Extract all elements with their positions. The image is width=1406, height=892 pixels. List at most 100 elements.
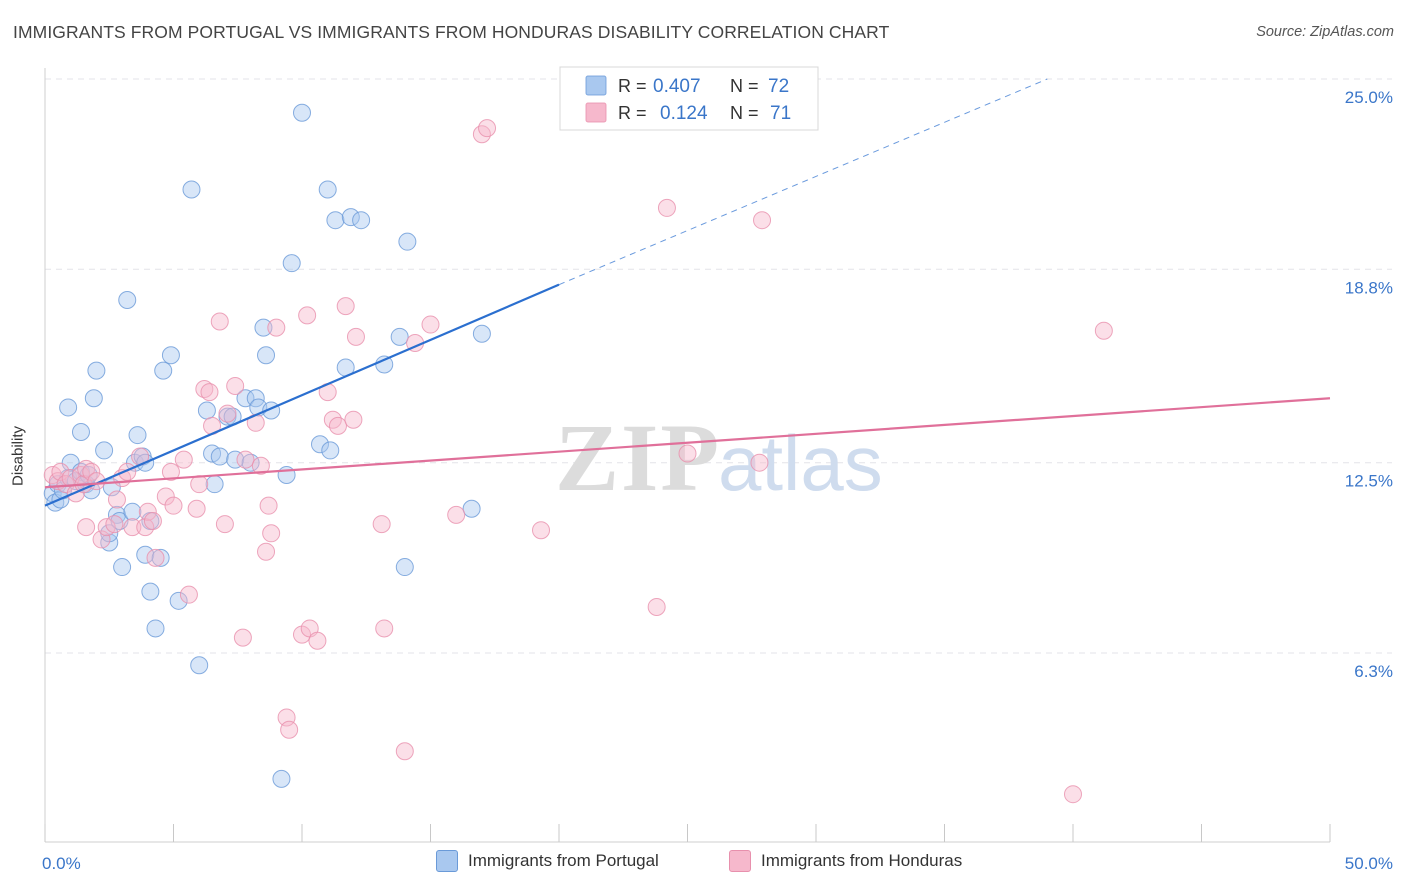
honduras-point-25 [161, 462, 180, 481]
honduras-point-34 [210, 312, 229, 331]
trend-line-honduras [44, 397, 1331, 489]
portugal-point-38 [190, 656, 209, 675]
honduras-point-23 [146, 548, 165, 567]
honduras-point-37 [226, 376, 245, 395]
portugal-point-6 [61, 453, 80, 472]
honduras-point-24 [156, 487, 175, 506]
portugal-point-63 [352, 211, 371, 230]
portugal-point-60 [326, 211, 345, 230]
portugal-point-36 [169, 591, 188, 610]
source-credit: Source: ZipAtlas.com [1256, 24, 1394, 40]
stats-r-label-honduras: R = [618, 103, 647, 123]
portugal-point-34 [154, 361, 173, 380]
portugal-point-29 [136, 545, 155, 564]
portugal-point-33 [151, 548, 170, 567]
y-tick-label-1: 12.5% [1345, 472, 1393, 491]
portugal-point-68 [462, 499, 481, 518]
honduras-point-35 [215, 515, 234, 534]
honduras-point-39 [236, 450, 255, 469]
honduras-point-59 [375, 619, 394, 638]
legend-label-portugal: Immigrants from Portugal [468, 851, 659, 870]
honduras-point-47 [280, 720, 299, 739]
honduras-point-28 [179, 585, 198, 604]
portugal-point-15 [87, 361, 106, 380]
portugal-point-64 [375, 355, 394, 374]
portugal-point-23 [118, 291, 137, 310]
stats-legend: R = 0.407 N = 72 R = 0.124 N = 71 [559, 66, 819, 131]
portugal-point-55 [282, 254, 301, 273]
portugal-point-32 [146, 619, 165, 638]
honduras-point-36 [218, 404, 237, 423]
honduras-point-32 [200, 383, 219, 402]
y-axis-label: Disability [9, 425, 27, 487]
portugal-point-16 [95, 441, 114, 460]
series-legend: Immigrants from Portugal Immigrants from… [0, 850, 1406, 878]
trend-line-portugal-extension [558, 78, 1048, 286]
portugal-point-12 [59, 398, 78, 417]
honduras-point-27 [174, 450, 193, 469]
portugal-point-58 [318, 180, 337, 199]
honduras-point-57 [346, 327, 365, 346]
portugal-point-42 [210, 447, 229, 466]
portugal-point-26 [128, 426, 147, 445]
portugal-point-51 [257, 346, 276, 365]
honduras-point-69 [678, 444, 697, 463]
legend-swatch-portugal [436, 850, 458, 872]
honduras-point-26 [164, 496, 183, 515]
honduras-point-30 [190, 475, 209, 494]
axis-layer [44, 68, 1331, 843]
portugal-point-47 [241, 453, 260, 472]
honduras-point-54 [328, 416, 347, 435]
honduras-point-62 [421, 315, 440, 334]
honduras-point-21 [138, 502, 157, 521]
series-portugal-points [43, 103, 491, 788]
honduras-point-10 [77, 518, 96, 537]
honduras-point-45 [267, 318, 286, 337]
portugal-point-35 [161, 346, 180, 365]
stats-legend-swatch-honduras [585, 102, 607, 123]
honduras-point-22 [143, 512, 162, 531]
portugal-point-41 [205, 475, 224, 494]
portugal-point-30 [141, 582, 160, 601]
tick-labels: 6.3% 12.5% 18.8% 25.0% 0.0% 50.0% [42, 88, 1393, 873]
stats-r-value-honduras: 0.124 [660, 103, 708, 124]
trend-line-portugal [44, 283, 560, 507]
portugal-point-53 [272, 769, 291, 788]
portugal-point-56 [293, 103, 311, 122]
honduras-point-29 [187, 499, 206, 518]
honduras-point-65 [478, 119, 497, 138]
honduras-point-31 [195, 380, 214, 399]
portugal-point-13 [71, 422, 90, 441]
legend-swatch-honduras [729, 850, 751, 872]
honduras-point-14 [105, 515, 124, 534]
portugal-point-65 [390, 327, 409, 346]
legend-item-honduras: Immigrants from Honduras [729, 850, 962, 872]
honduras-point-70 [750, 453, 769, 472]
portugal-point-66 [395, 558, 414, 577]
honduras-point-66 [532, 521, 551, 540]
honduras-point-15 [107, 490, 126, 509]
portugal-point-50 [254, 318, 273, 337]
trend-lines [44, 78, 1331, 507]
stats-r-label-portugal: R = [618, 76, 647, 96]
honduras-point-42 [257, 542, 276, 561]
honduras-point-55 [336, 297, 355, 316]
portugal-point-67 [398, 232, 417, 251]
portugal-point-24 [123, 502, 142, 521]
grid-layer [45, 78, 1392, 654]
y-tick-label-0: 6.3% [1354, 662, 1393, 681]
portugal-point-22 [113, 558, 132, 577]
y-tick-label-3: 25.0% [1345, 88, 1393, 107]
portugal-point-62 [341, 208, 360, 227]
portugal-point-57 [310, 435, 329, 454]
honduras-point-72 [1064, 785, 1082, 804]
honduras-point-71 [753, 211, 772, 230]
watermark: ZIP atlas [555, 404, 883, 511]
honduras-point-44 [262, 524, 281, 543]
stats-n-value-portugal: 72 [768, 76, 789, 97]
watermark-atlas: atlas [718, 419, 883, 507]
portugal-point-69 [472, 324, 491, 343]
honduras-point-43 [259, 496, 278, 515]
honduras-point-8 [77, 459, 96, 478]
